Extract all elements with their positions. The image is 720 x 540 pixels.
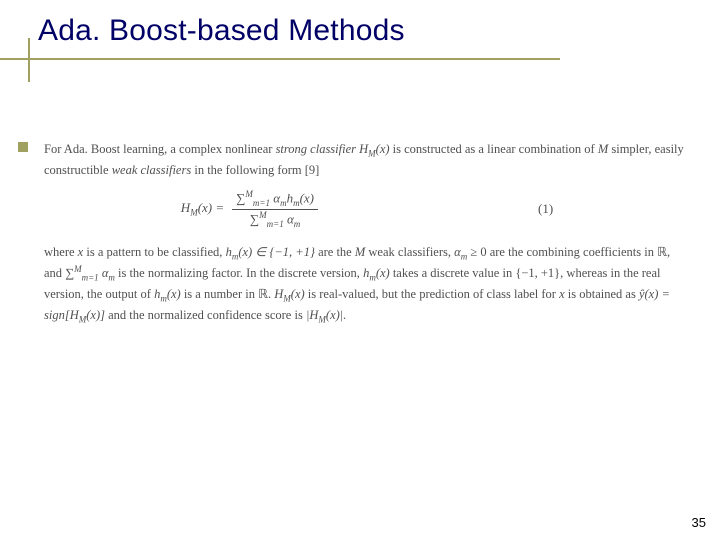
p2-t06: are the (315, 245, 355, 259)
eq-lhs-sub: M (190, 208, 198, 218)
p2-t20sub: M (283, 294, 291, 304)
accent-vertical-line (28, 38, 30, 82)
p2-t11sub: m=1 (82, 273, 99, 283)
p1-strong: strong classifier (276, 142, 356, 156)
p2-t07: M (355, 245, 365, 259)
equation-1: HM(x) = ∑Mm=1 αmhm(x) ∑Mm=1 αm (181, 189, 318, 231)
p2-t20: H (274, 287, 283, 301)
p1-mid2: is constructed as a linear combination o… (390, 142, 598, 156)
eq-den-sub: m=1 (267, 219, 284, 229)
p2-t11: ∑ (65, 267, 74, 281)
paragraph-2: where x is a pattern to be classified, h… (44, 243, 690, 326)
p2-t13: is the normalizing factor. In the discre… (115, 267, 363, 281)
p2-t28: |H (306, 308, 318, 322)
eq-num-h-arg: (x) (300, 190, 314, 205)
eq-num-sup: M (245, 189, 253, 199)
paragraph-1: For Ada. Boost learning, a complex nonli… (44, 140, 690, 179)
p2-t24: is obtained as (565, 287, 639, 301)
p1-hm: H (359, 142, 368, 156)
p2-t01: where (44, 245, 78, 259)
p2-t26: (x)] (86, 308, 105, 322)
eq-den-sup: M (259, 210, 267, 220)
eq-den-alpha: α (284, 212, 294, 227)
p2-t11sup: M (74, 264, 82, 274)
p2-t28sub: M (318, 314, 326, 324)
p2-t19: is a number in ℝ. (181, 287, 275, 301)
p1-suffix: in the following form [9] (191, 163, 319, 177)
eq-numerator: ∑Mm=1 αmhm(x) (232, 189, 318, 210)
accent-horizontal-line (0, 58, 560, 60)
p2-t27: and the normalized confidence score is (105, 308, 306, 322)
equation-row: HM(x) = ∑Mm=1 αmhm(x) ∑Mm=1 αm (1) (44, 189, 690, 231)
title-area: Ada. Boost-based Methods (0, 0, 720, 48)
p2-t05: (x) ∈ {−1, +1} (238, 245, 315, 259)
eq-lhs-H: H (181, 200, 190, 215)
p2-t29: (x)|. (326, 308, 346, 322)
p1-mvar: M (598, 142, 608, 156)
p2-t03: is a pattern to be classified, (83, 245, 225, 259)
p2-t08: weak classifiers, (365, 245, 454, 259)
eq-num-alpha: α (270, 190, 280, 205)
eq-num-sub: m=1 (253, 198, 270, 208)
eq-den-sigma: ∑ (250, 212, 259, 227)
p2-t15: (x) (376, 267, 390, 281)
body-content: For Ada. Boost learning, a complex nonli… (44, 140, 690, 332)
eq-den-alpha-sub: m (294, 219, 301, 229)
bullet-square-icon (18, 142, 28, 152)
equation-fraction: ∑Mm=1 αmhm(x) ∑Mm=1 αm (232, 189, 318, 231)
p1-hm-sub: M (368, 149, 376, 159)
eq-lhs-arg: (x) = (198, 200, 224, 215)
p2-t12: α (99, 267, 109, 281)
slide-title: Ada. Boost-based Methods (38, 14, 720, 48)
p1-hm-arg: (x) (376, 142, 390, 156)
p1-weak: weak classifiers (112, 163, 192, 177)
eq-denominator: ∑Mm=1 αm (246, 210, 304, 231)
p2-t22: is real-valued, but the prediction of cl… (305, 287, 559, 301)
p1-prefix: For Ada. Boost learning, a complex nonli… (44, 142, 276, 156)
equation-number: (1) (538, 200, 553, 219)
p2-t18: (x) (167, 287, 181, 301)
page-number: 35 (692, 515, 706, 530)
p2-t21: (x) (291, 287, 305, 301)
